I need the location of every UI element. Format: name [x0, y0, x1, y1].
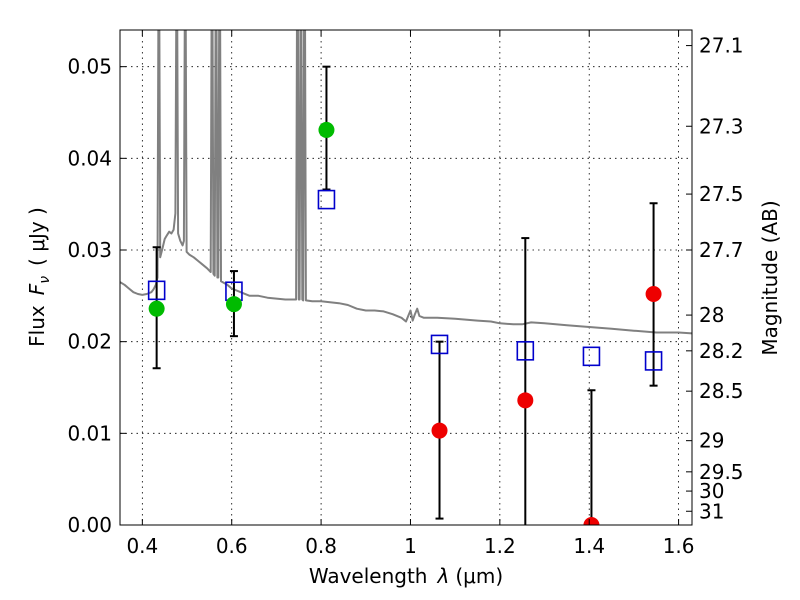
tick-labels: 0.4 0.6 0.8 1 1.2 1.4 1.6 0.00 0.01 0.02 0.03 0.04 0… — [67, 34, 743, 558]
y-tick-label: 0.04 — [67, 146, 112, 170]
mag-tick-label: 28.2 — [699, 339, 744, 363]
model-photometry-point — [430, 334, 449, 355]
model-photometry-point — [516, 341, 535, 361]
nondetection-point — [517, 392, 534, 409]
y2-axis-label: Magnitude (AB) — [758, 200, 782, 355]
mag-tick-label: 29.5 — [699, 460, 744, 484]
spectrum-line — [120, 30, 692, 335]
mag-tick-label: 30 — [699, 479, 724, 503]
detection-point — [148, 300, 165, 317]
x-tick-label: 0.6 — [216, 534, 248, 558]
y-tick-label: 0.03 — [67, 238, 112, 262]
x-tick-label: 1 — [404, 534, 417, 558]
mag-tick-label: 29 — [699, 429, 724, 453]
detection-point — [318, 121, 335, 138]
tick-marks — [120, 30, 692, 526]
grid — [120, 30, 692, 525]
plot-area — [120, 30, 692, 525]
mag-tick-label: 27.3 — [699, 114, 744, 138]
model-photometry-point — [644, 351, 663, 371]
mag-tick-label: 27.5 — [699, 182, 744, 206]
axes-frame — [119, 29, 693, 526]
x-tick-label: 1.4 — [573, 534, 605, 558]
y-tick-label: 0.00 — [67, 513, 112, 537]
y-axis-label: FluxFν( μJy ) — [25, 207, 53, 347]
y-tick-label: 0.02 — [67, 330, 112, 354]
nondetection-point — [645, 286, 662, 302]
detection-point — [225, 296, 242, 313]
x-tick-label: 1.6 — [663, 534, 695, 558]
x-axis-label: Wavelength λ (μm) — [309, 564, 503, 588]
model-photometry-point — [582, 346, 601, 367]
mag-tick-label: 27.7 — [699, 238, 744, 262]
nondetection-point — [431, 422, 448, 439]
mag-tick-label: 31 — [699, 499, 724, 523]
model-photometry-point — [317, 189, 336, 210]
model-photometry-point — [147, 280, 166, 301]
mag-tick-label: 27.1 — [699, 34, 744, 58]
x-tick-label: 0.8 — [305, 534, 337, 558]
mag-tick-label: 28.5 — [699, 379, 744, 403]
nondetection-point — [583, 517, 600, 525]
x-tick-label: 1.2 — [484, 534, 516, 558]
y-tick-label: 0.01 — [67, 421, 112, 445]
mag-tick-label: 28 — [699, 303, 724, 327]
y-tick-label: 0.05 — [67, 55, 112, 79]
x-tick-label: 0.4 — [126, 534, 158, 558]
